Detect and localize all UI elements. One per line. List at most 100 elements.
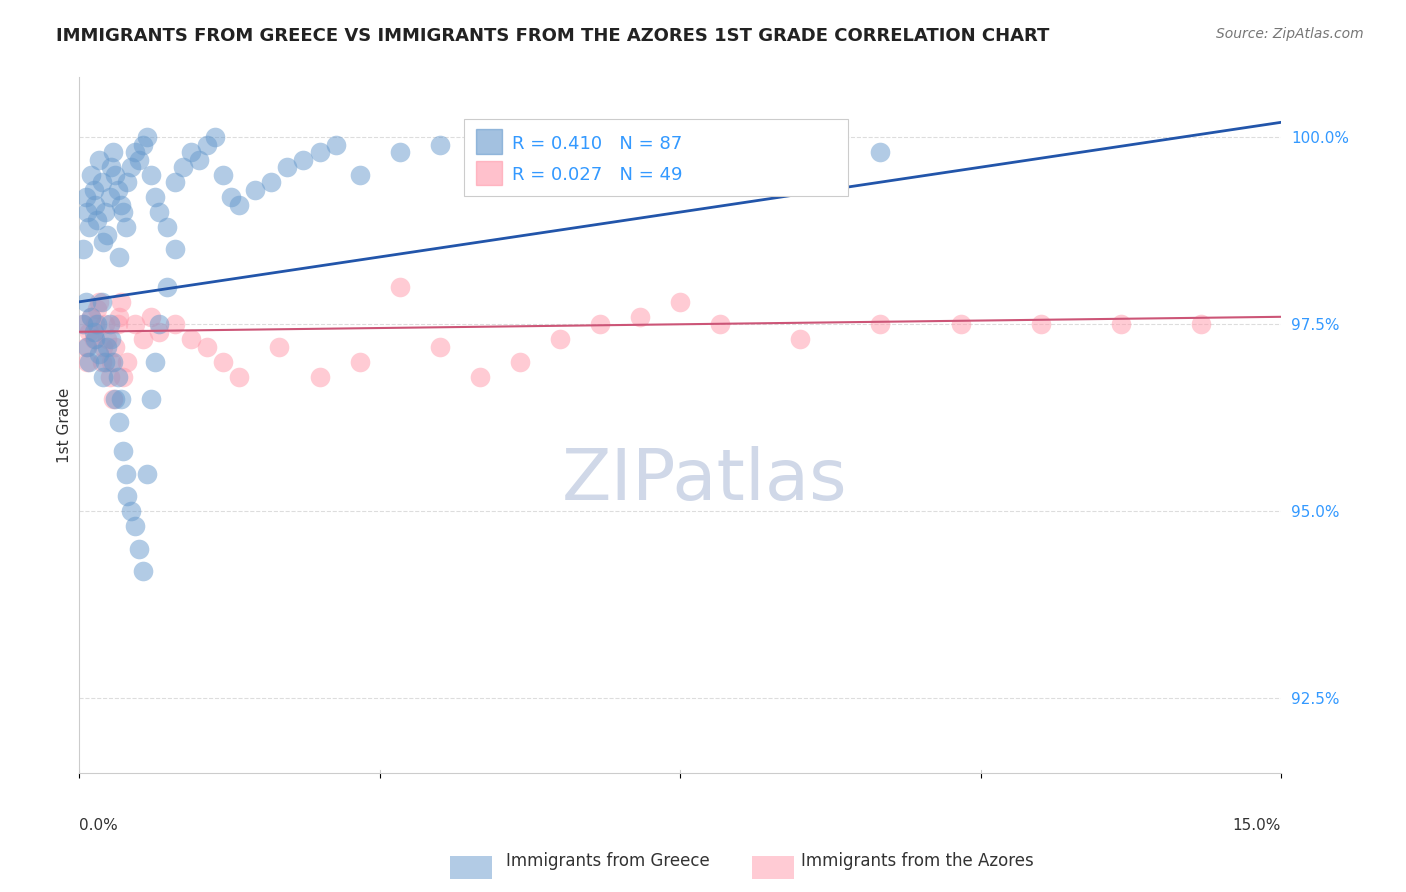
Text: Immigrants from the Azores: Immigrants from the Azores (801, 852, 1035, 870)
FancyBboxPatch shape (464, 120, 848, 195)
Point (75, 294, 97, 309)
FancyBboxPatch shape (475, 129, 502, 154)
Point (112, 205, 135, 219)
Point (165, 318, 187, 332)
Point (132, 564, 155, 578)
Point (148, 325, 170, 339)
Point (83, 325, 105, 339)
Point (84, 197, 107, 211)
Point (94, 354, 117, 368)
Point (1109, 318, 1132, 332)
Point (869, 145, 891, 160)
Point (94, 318, 117, 332)
Point (228, 369, 250, 384)
Point (91, 369, 114, 384)
Point (349, 168, 371, 182)
Point (112, 444, 135, 458)
Point (104, 168, 127, 182)
Point (156, 280, 179, 294)
Point (245, 183, 267, 197)
Point (89, 347, 111, 361)
Text: Source: ZipAtlas.com: Source: ZipAtlas.com (1216, 27, 1364, 41)
Point (141, 310, 163, 324)
Point (77, 220, 100, 235)
Point (628, 310, 651, 324)
Point (136, 130, 159, 145)
Point (114, 467, 136, 481)
Point (72, 318, 94, 332)
Point (1029, 318, 1052, 332)
Point (388, 145, 411, 160)
Point (143, 354, 166, 368)
Point (949, 318, 972, 332)
Point (188, 153, 211, 167)
Point (156, 220, 179, 235)
Point (104, 340, 127, 354)
Point (80, 310, 103, 324)
Point (709, 318, 731, 332)
Point (165, 243, 187, 257)
Point (789, 332, 811, 346)
Point (84, 318, 107, 332)
Point (429, 340, 451, 354)
Point (180, 145, 202, 160)
Y-axis label: 1st Grade: 1st Grade (58, 388, 72, 463)
Point (292, 153, 315, 167)
Point (77, 354, 100, 368)
Text: 15.0%: 15.0% (1233, 818, 1281, 833)
Point (108, 310, 131, 324)
Point (114, 220, 136, 235)
Text: ZIPatlas: ZIPatlas (561, 446, 846, 516)
Point (110, 294, 132, 309)
Point (132, 137, 155, 152)
Point (349, 354, 371, 368)
Point (589, 318, 612, 332)
Text: IMMIGRANTS FROM GREECE VS IMMIGRANTS FROM THE AZORES 1ST GRADE CORRELATION CHART: IMMIGRANTS FROM GREECE VS IMMIGRANTS FRO… (56, 27, 1050, 45)
Point (120, 504, 142, 518)
Point (124, 318, 146, 332)
Text: R = 0.410   N = 87: R = 0.410 N = 87 (512, 135, 682, 153)
Point (110, 392, 132, 406)
Point (80, 168, 103, 182)
Point (84, 332, 107, 346)
Point (90, 294, 112, 309)
Point (120, 160, 142, 174)
Point (388, 280, 411, 294)
Point (107, 369, 129, 384)
Point (98, 318, 121, 332)
Point (104, 392, 127, 406)
Point (141, 168, 163, 182)
Point (110, 197, 132, 211)
Point (132, 332, 155, 346)
Point (86, 302, 108, 317)
Point (77, 325, 100, 339)
Point (148, 318, 170, 332)
Point (115, 489, 138, 503)
Point (869, 318, 891, 332)
Point (141, 392, 163, 406)
Point (308, 145, 330, 160)
Point (429, 137, 451, 152)
Point (86, 318, 108, 332)
Point (72, 318, 94, 332)
Point (276, 160, 298, 174)
Point (548, 332, 571, 346)
Point (86, 212, 108, 227)
Point (325, 137, 347, 152)
Point (212, 168, 235, 182)
Point (212, 354, 235, 368)
Point (83, 332, 105, 346)
Point (98, 190, 121, 204)
Point (96, 340, 118, 354)
Point (72, 243, 94, 257)
Point (628, 153, 651, 167)
Point (94, 205, 117, 219)
Point (100, 354, 122, 368)
Point (172, 160, 194, 174)
Point (115, 354, 138, 368)
Point (308, 369, 330, 384)
Point (124, 519, 146, 533)
Point (98, 369, 121, 384)
Point (165, 175, 187, 189)
Point (136, 467, 159, 481)
